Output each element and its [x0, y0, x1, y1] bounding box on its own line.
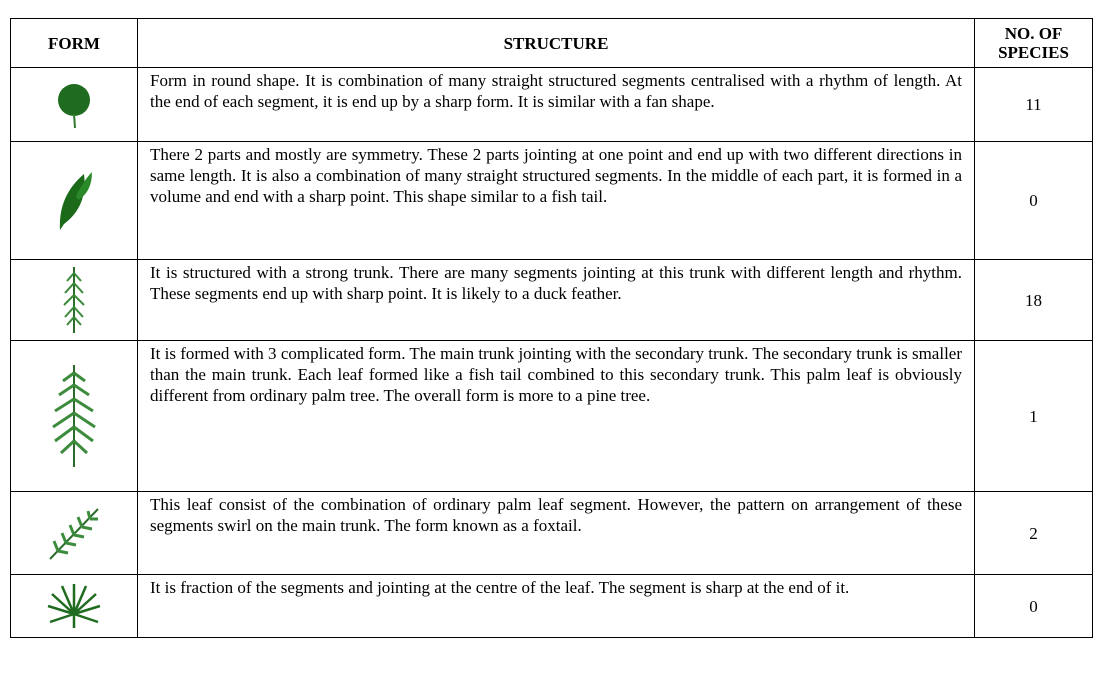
- leaf-icon: [58, 83, 90, 128]
- leaf-icon: [63, 267, 85, 333]
- structure-cell: This leaf consist of the combination of …: [137, 491, 975, 575]
- leaf-icon: [47, 584, 101, 628]
- species-cell: 18: [974, 259, 1093, 341]
- leaf-icon: [52, 365, 96, 467]
- row: Form in round shape. It is combination o…: [10, 67, 1093, 142]
- form-cell: [10, 491, 138, 575]
- species-cell: 1: [974, 340, 1093, 492]
- structure-cell: Form in round shape. It is combination o…: [137, 67, 975, 142]
- leaf-icon: [59, 171, 92, 230]
- species-table: FORM STRUCTURE NO. OF SPECIES Form in ro…: [10, 18, 1093, 638]
- row: It is fraction of the segments and joint…: [10, 574, 1093, 638]
- header-row: FORM STRUCTURE NO. OF SPECIES: [10, 18, 1093, 68]
- header-cell: STRUCTURE: [137, 18, 975, 68]
- leaf-icon: [49, 508, 99, 560]
- header-cell: FORM: [10, 18, 138, 68]
- species-cell: 2: [974, 491, 1093, 575]
- header-cell: NO. OF SPECIES: [974, 18, 1093, 68]
- form-cell: [10, 574, 138, 638]
- species-cell: 0: [974, 141, 1093, 260]
- form-cell: [10, 340, 138, 492]
- row: There 2 parts and mostly are symmetry. T…: [10, 141, 1093, 260]
- structure-cell: It is fraction of the segments and joint…: [137, 574, 975, 638]
- row: It is structured with a strong trunk. Th…: [10, 259, 1093, 341]
- row: This leaf consist of the combination of …: [10, 491, 1093, 575]
- structure-cell: There 2 parts and mostly are symmetry. T…: [137, 141, 975, 260]
- species-cell: 0: [974, 574, 1093, 638]
- species-cell: 11: [974, 67, 1093, 142]
- row: It is formed with 3 complicated form. Th…: [10, 340, 1093, 492]
- form-cell: [10, 141, 138, 260]
- structure-cell: It is formed with 3 complicated form. Th…: [137, 340, 975, 492]
- form-cell: [10, 67, 138, 142]
- structure-cell: It is structured with a strong trunk. Th…: [137, 259, 975, 341]
- form-cell: [10, 259, 138, 341]
